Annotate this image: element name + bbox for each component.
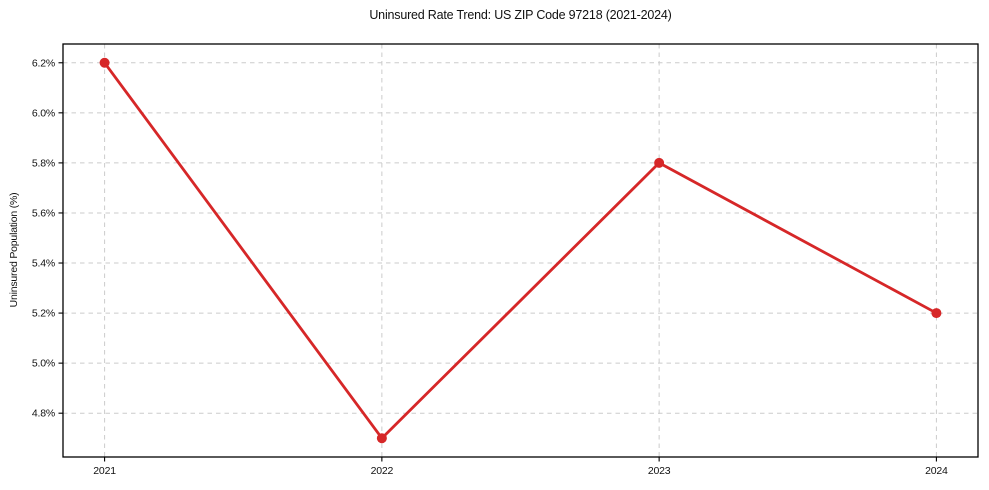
- x-tick-label: 2024: [925, 465, 948, 477]
- axes-spine: [62, 43, 979, 458]
- y-tick-label: 5.4%: [32, 258, 55, 270]
- y-tick-label: 5.0%: [32, 358, 55, 370]
- data-point-2021: [99, 57, 110, 68]
- data-point-2024: [931, 308, 942, 319]
- chart-title: Uninsured Rate Trend: US ZIP Code 97218 …: [369, 8, 672, 22]
- plot-background: [63, 44, 978, 457]
- y-tick-label: 6.2%: [32, 57, 55, 69]
- y-tick-label: 5.8%: [32, 157, 55, 169]
- y-tick-label: 6.0%: [32, 107, 55, 119]
- data-point-2022: [376, 433, 387, 444]
- x-tick-label: 2021: [93, 465, 116, 477]
- x-tick-label: 2023: [648, 465, 671, 477]
- y-tick-label: 4.8%: [32, 408, 55, 420]
- y-tick-label: 5.2%: [32, 308, 55, 320]
- series-line: [103, 61, 938, 440]
- x-tick-label: 2022: [371, 465, 394, 477]
- y-tick-label: 5.6%: [32, 207, 55, 219]
- data-point-2023: [654, 157, 665, 168]
